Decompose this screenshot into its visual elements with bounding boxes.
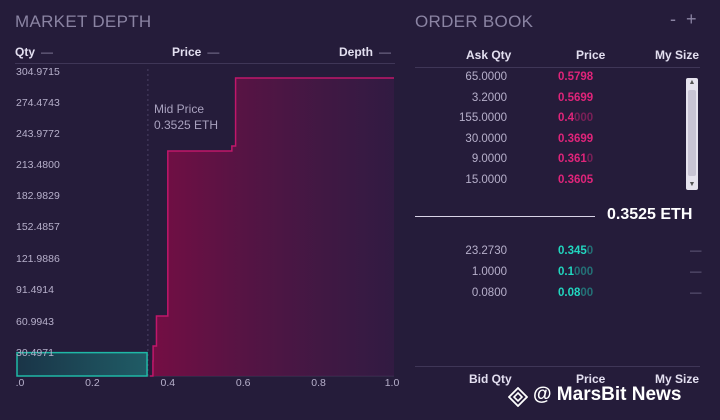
ask-my-size-header: My Size [655,48,700,62]
ask-row[interactable]: 9.0000 0.3610 [415,153,685,173]
ask-qty: 30.0000 [465,132,507,145]
ask-price-significant: 0.3699 [558,132,594,145]
y-tick-label: 182.9829 [16,190,60,202]
depth-collapse-icon[interactable]: — [379,45,391,59]
ask-price-significant: 0.3605 [558,173,594,186]
bid-row[interactable]: 1.0000 0.1000 — [415,266,702,286]
bid-my-size: — [690,245,702,257]
price-collapse-icon[interactable]: — [207,45,220,59]
ask-row[interactable]: 65.0000 0.5798 [415,71,685,91]
bid-qty-header: Bid Qty [469,372,512,386]
bid-my-size-header: My Size [655,372,700,386]
order-book-header-divider [415,67,700,68]
bid-price: 0.0800 [558,287,593,299]
ask-price-significant: 0.5798 [558,71,594,83]
ask-qty: 15.0000 [465,173,507,186]
ask-row[interactable]: 15.0000 0.3605 [415,174,685,194]
scroll-up-arrow-icon[interactable]: ▲ [688,79,696,86]
bid-price-significant: 0.345 [558,245,587,257]
bid-row[interactable]: 23.2730 0.3450 — [415,245,701,265]
bid-price: 0.1000 [558,266,593,278]
bid-price-trailing: 0 [586,245,594,257]
ask-price-trailing: 000 [574,112,594,124]
zoom-in-button[interactable]: + [686,9,697,29]
ask-price: 0.3699 [558,133,593,145]
bid-depth-area [16,351,148,377]
bid-price-header: Price [576,372,606,386]
bid-qty: 23.2730 [465,245,507,257]
x-tick-label: .0 [15,377,25,389]
price-header[interactable]: Price — [172,45,219,59]
ask-price-trailing: 0 [586,153,594,165]
ask-row[interactable]: 155.0000 0.4000 [415,112,685,132]
y-tick-label: 60.9943 [16,316,54,328]
bid-my-size: — [690,266,702,278]
bid-price: 0.3450 [558,245,593,257]
x-tick-label: 0.6 [235,377,251,389]
mid-price-annotation-title: Mid Price [154,102,205,116]
bid-price-significant: 0.1 [558,266,574,278]
asks-scrollbar[interactable]: ▲ ▼ [686,78,698,190]
mid-price-divider [415,216,595,217]
bid-row[interactable]: 0.0800 0.0800— [415,287,702,307]
depth-header-divider [15,63,395,64]
mid-price-value: 0.3525 ETH [607,206,693,223]
ask-price: 0.3610 [558,153,593,165]
scroll-down-arrow-icon[interactable]: ▼ [688,181,696,188]
bid-my-size: — [690,287,702,299]
y-tick-label: 213.4800 [16,159,60,171]
ask-depth-area [149,77,394,376]
ask-price: 0.5798 [558,71,593,83]
bid-price-trailing: 000 [574,266,594,278]
ask-qty: 65.0000 [465,71,507,83]
ask-qty: 155.0000 [459,112,507,124]
order-book-footer-divider [415,366,700,367]
scrollbar-thumb[interactable] [688,90,696,176]
marsbit-logo-icon [508,387,528,407]
ask-price: 0.3605 [558,174,593,186]
y-tick-label: 30.4971 [16,347,54,359]
y-tick-label: 91.4914 [16,284,54,296]
y-tick-label: 304.9715 [16,66,60,78]
qty-header[interactable]: Qty — [15,45,53,59]
mid-price-annotation-value: 0.3525 ETH [154,118,219,132]
ask-price-header: Price [576,48,606,62]
bid-qty: 0.0800 [471,287,507,299]
depth-header-label: Depth [339,45,373,59]
ask-qty: 3.2000 [471,91,507,104]
ask-qty: 9.0000 [471,153,507,165]
y-tick-label: 274.4743 [16,97,60,109]
ask-price: 0.4000 [558,112,593,124]
ask-price-significant: 0.5699 [558,91,594,104]
ask-row[interactable]: 3.2000 0.5699 [415,92,685,112]
watermark-text: @ MarsBit News [533,384,682,405]
mid-price-annotation: Mid Price 0.3525 ETH [154,101,218,133]
ask-price-significant: 0.4 [558,112,574,124]
x-tick-label: 0.4 [160,377,176,389]
zoom-out-button[interactable]: - [670,9,676,29]
qty-collapse-icon[interactable]: — [41,45,54,59]
order-book-title: ORDER BOOK [415,12,534,31]
bid-price-significant: 0.08 [558,287,581,299]
price-header-label: Price [172,45,202,59]
qty-header-label: Qty [15,45,36,59]
x-tick-label: 1.0 [384,377,400,389]
ask-price-significant: 0.361 [558,153,587,165]
y-tick-label: 243.9772 [16,128,60,140]
bid-qty: 1.0000 [471,266,507,278]
depth-header[interactable]: Depth — [339,45,391,59]
y-tick-label: 121.9886 [16,253,60,265]
x-tick-label: 0.2 [85,377,100,389]
bid-price-trailing: 00 [580,287,594,299]
ask-depth-line [149,77,394,377]
y-tick-label: 152.4857 [16,221,60,233]
ask-qty-header: Ask Qty [466,48,512,62]
x-tick-label: 0.8 [311,377,326,389]
ask-price: 0.5699 [558,92,593,104]
market-depth-title: MARKET DEPTH [15,12,152,31]
ask-row[interactable]: 30.0000 0.3699 [415,133,685,153]
